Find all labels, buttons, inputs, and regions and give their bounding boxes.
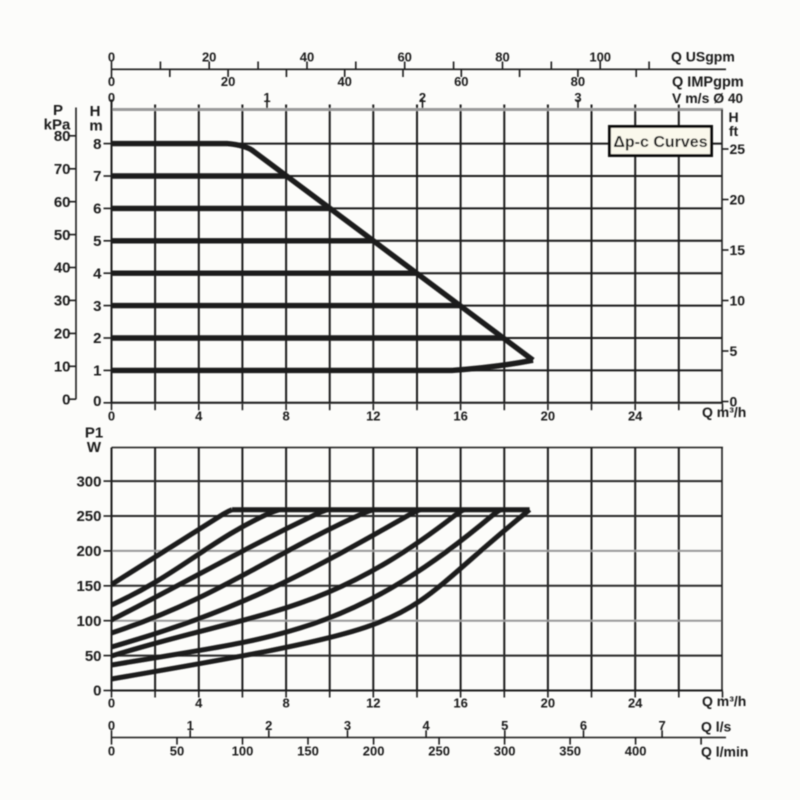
svg-text:60: 60	[454, 74, 468, 89]
svg-text:40: 40	[54, 260, 71, 277]
svg-text:12: 12	[366, 696, 380, 711]
svg-text:8: 8	[282, 409, 289, 424]
svg-text:3: 3	[93, 298, 101, 315]
svg-text:100: 100	[76, 613, 101, 630]
svg-text:250: 250	[76, 508, 101, 525]
svg-text:10: 10	[54, 359, 71, 376]
svg-text:Q USgpm: Q USgpm	[671, 48, 735, 64]
svg-text:25: 25	[730, 141, 746, 157]
svg-text:50: 50	[54, 227, 71, 244]
svg-text:3: 3	[574, 90, 581, 105]
svg-text:12: 12	[366, 409, 380, 424]
svg-text:0: 0	[108, 409, 115, 424]
svg-text:4: 4	[93, 265, 102, 282]
svg-text:100: 100	[232, 744, 254, 759]
svg-text:150: 150	[297, 744, 319, 759]
svg-text:4: 4	[422, 718, 430, 733]
svg-text:6: 6	[580, 718, 587, 733]
svg-text:4: 4	[195, 696, 203, 711]
svg-text:20: 20	[54, 326, 71, 343]
svg-text:0: 0	[108, 744, 115, 759]
svg-text:3: 3	[344, 718, 351, 733]
svg-text:0: 0	[730, 394, 738, 410]
svg-text:24: 24	[628, 409, 643, 424]
svg-text:7: 7	[658, 718, 665, 733]
svg-text:2: 2	[93, 330, 101, 347]
svg-text:Q l/min: Q l/min	[701, 744, 748, 760]
svg-text:80: 80	[571, 74, 585, 89]
svg-text:250: 250	[428, 744, 450, 759]
svg-text:30: 30	[54, 293, 71, 310]
svg-text:H: H	[728, 109, 738, 125]
svg-text:W: W	[87, 439, 102, 456]
svg-text:0: 0	[93, 683, 101, 700]
svg-text:2: 2	[419, 90, 426, 105]
svg-text:1: 1	[263, 90, 270, 105]
svg-text:m: m	[89, 118, 102, 135]
svg-text:ft: ft	[729, 123, 739, 139]
svg-text:6: 6	[93, 201, 101, 218]
svg-text:0: 0	[93, 393, 101, 410]
svg-text:0: 0	[108, 718, 115, 733]
svg-text:60: 60	[54, 194, 71, 211]
svg-text:P: P	[53, 102, 63, 119]
svg-text:H: H	[90, 103, 101, 120]
svg-text:15: 15	[730, 242, 746, 258]
svg-text:16: 16	[453, 409, 467, 424]
svg-text:400: 400	[625, 744, 647, 759]
svg-text:8: 8	[93, 136, 101, 153]
svg-text:50: 50	[170, 744, 184, 759]
svg-text:1: 1	[187, 718, 194, 733]
svg-text:300: 300	[494, 744, 516, 759]
svg-text:20: 20	[202, 49, 216, 64]
svg-text:80: 80	[495, 49, 509, 64]
svg-text:8: 8	[282, 696, 289, 711]
svg-text:Q l/s: Q l/s	[701, 719, 732, 735]
svg-text:Q m³/h: Q m³/h	[702, 693, 746, 709]
svg-text:150: 150	[76, 578, 101, 595]
svg-text:5: 5	[730, 343, 738, 359]
svg-text:kPa: kPa	[44, 117, 71, 134]
svg-text:40: 40	[337, 74, 351, 89]
svg-text:1: 1	[93, 363, 101, 380]
svg-text:0: 0	[108, 696, 115, 711]
svg-text:24: 24	[628, 696, 643, 711]
svg-text:100: 100	[589, 49, 611, 64]
svg-text:20: 20	[730, 192, 746, 208]
svg-text:4: 4	[195, 409, 203, 424]
svg-text:10: 10	[730, 293, 746, 309]
svg-text:Q m³/h: Q m³/h	[702, 404, 746, 420]
svg-text:V m/s Ø 40: V m/s Ø 40	[672, 90, 743, 106]
svg-text:80: 80	[54, 128, 71, 145]
svg-text:P1: P1	[85, 425, 103, 442]
svg-text:Q IMPgpm: Q IMPgpm	[672, 75, 744, 91]
svg-text:350: 350	[559, 744, 581, 759]
svg-text:20: 20	[541, 409, 555, 424]
svg-text:2: 2	[265, 718, 272, 733]
svg-text:0: 0	[108, 74, 115, 89]
svg-text:200: 200	[363, 744, 385, 759]
svg-text:50: 50	[85, 648, 102, 665]
svg-text:0: 0	[108, 90, 115, 105]
svg-text:60: 60	[397, 49, 411, 64]
svg-text:0: 0	[108, 49, 115, 64]
svg-text:16: 16	[453, 696, 467, 711]
svg-text:20: 20	[541, 696, 555, 711]
svg-text:Δp-c Curves: Δp-c Curves	[613, 134, 707, 151]
svg-text:20: 20	[221, 74, 235, 89]
svg-text:70: 70	[54, 161, 71, 178]
svg-text:40: 40	[300, 49, 314, 64]
svg-text:5: 5	[501, 718, 508, 733]
svg-text:0: 0	[62, 391, 70, 408]
svg-text:5: 5	[93, 233, 101, 250]
svg-text:7: 7	[93, 168, 101, 185]
svg-text:200: 200	[76, 543, 101, 560]
svg-text:300: 300	[76, 473, 101, 490]
